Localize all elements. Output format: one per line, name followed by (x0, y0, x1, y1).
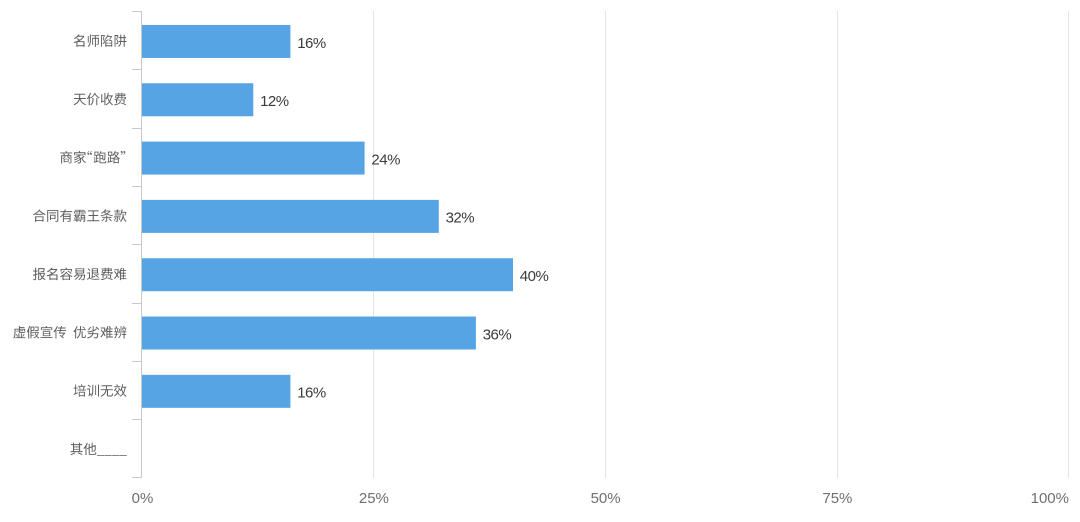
svg-text:75%: 75% (822, 490, 852, 507)
svg-text:16%: 16% (297, 385, 326, 402)
svg-text:40%: 40% (520, 268, 549, 285)
svg-text:25%: 25% (359, 490, 389, 507)
svg-text:32%: 32% (446, 210, 475, 227)
svg-text:24%: 24% (371, 151, 400, 168)
svg-text:50%: 50% (591, 490, 621, 507)
svg-text:100%: 100% (1031, 490, 1069, 507)
svg-text:16%: 16% (297, 35, 326, 52)
svg-text:12%: 12% (260, 93, 289, 110)
svg-text:0%: 0% (132, 490, 154, 507)
svg-text:36%: 36% (483, 326, 512, 343)
